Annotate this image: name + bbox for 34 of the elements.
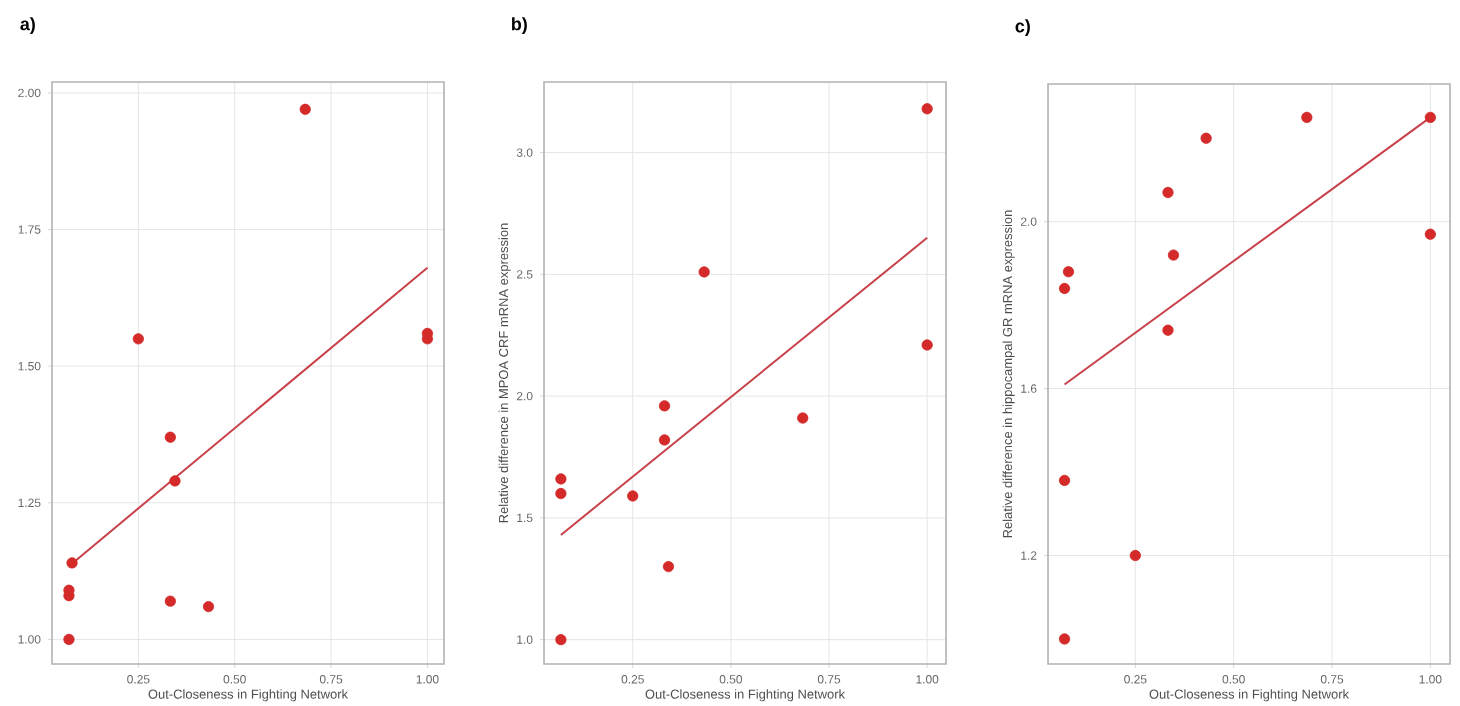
point [1058,282,1071,295]
point [164,431,176,443]
point [662,560,675,573]
point [1062,266,1075,278]
point [169,475,181,487]
point [658,400,671,412]
point [1301,111,1313,123]
point [1058,474,1071,486]
point [555,487,567,500]
point [698,266,710,278]
point [66,557,78,569]
point [1424,111,1436,123]
point [555,473,567,485]
chart-title: a) [20,17,35,34]
chart-title: b) [512,17,527,34]
point [1162,186,1174,199]
point [1200,132,1212,144]
point [1058,633,1071,645]
point [555,634,567,646]
point [1162,324,1174,336]
point [1129,549,1141,562]
point [921,103,933,115]
point [658,434,671,446]
point [299,103,311,115]
point [132,333,144,345]
point [1424,228,1436,240]
point [921,339,933,351]
point [63,633,75,646]
point [627,490,639,502]
point [797,412,809,424]
chart-title: c) [1015,19,1030,36]
point [1167,249,1180,261]
point [164,595,176,607]
point [202,601,215,613]
